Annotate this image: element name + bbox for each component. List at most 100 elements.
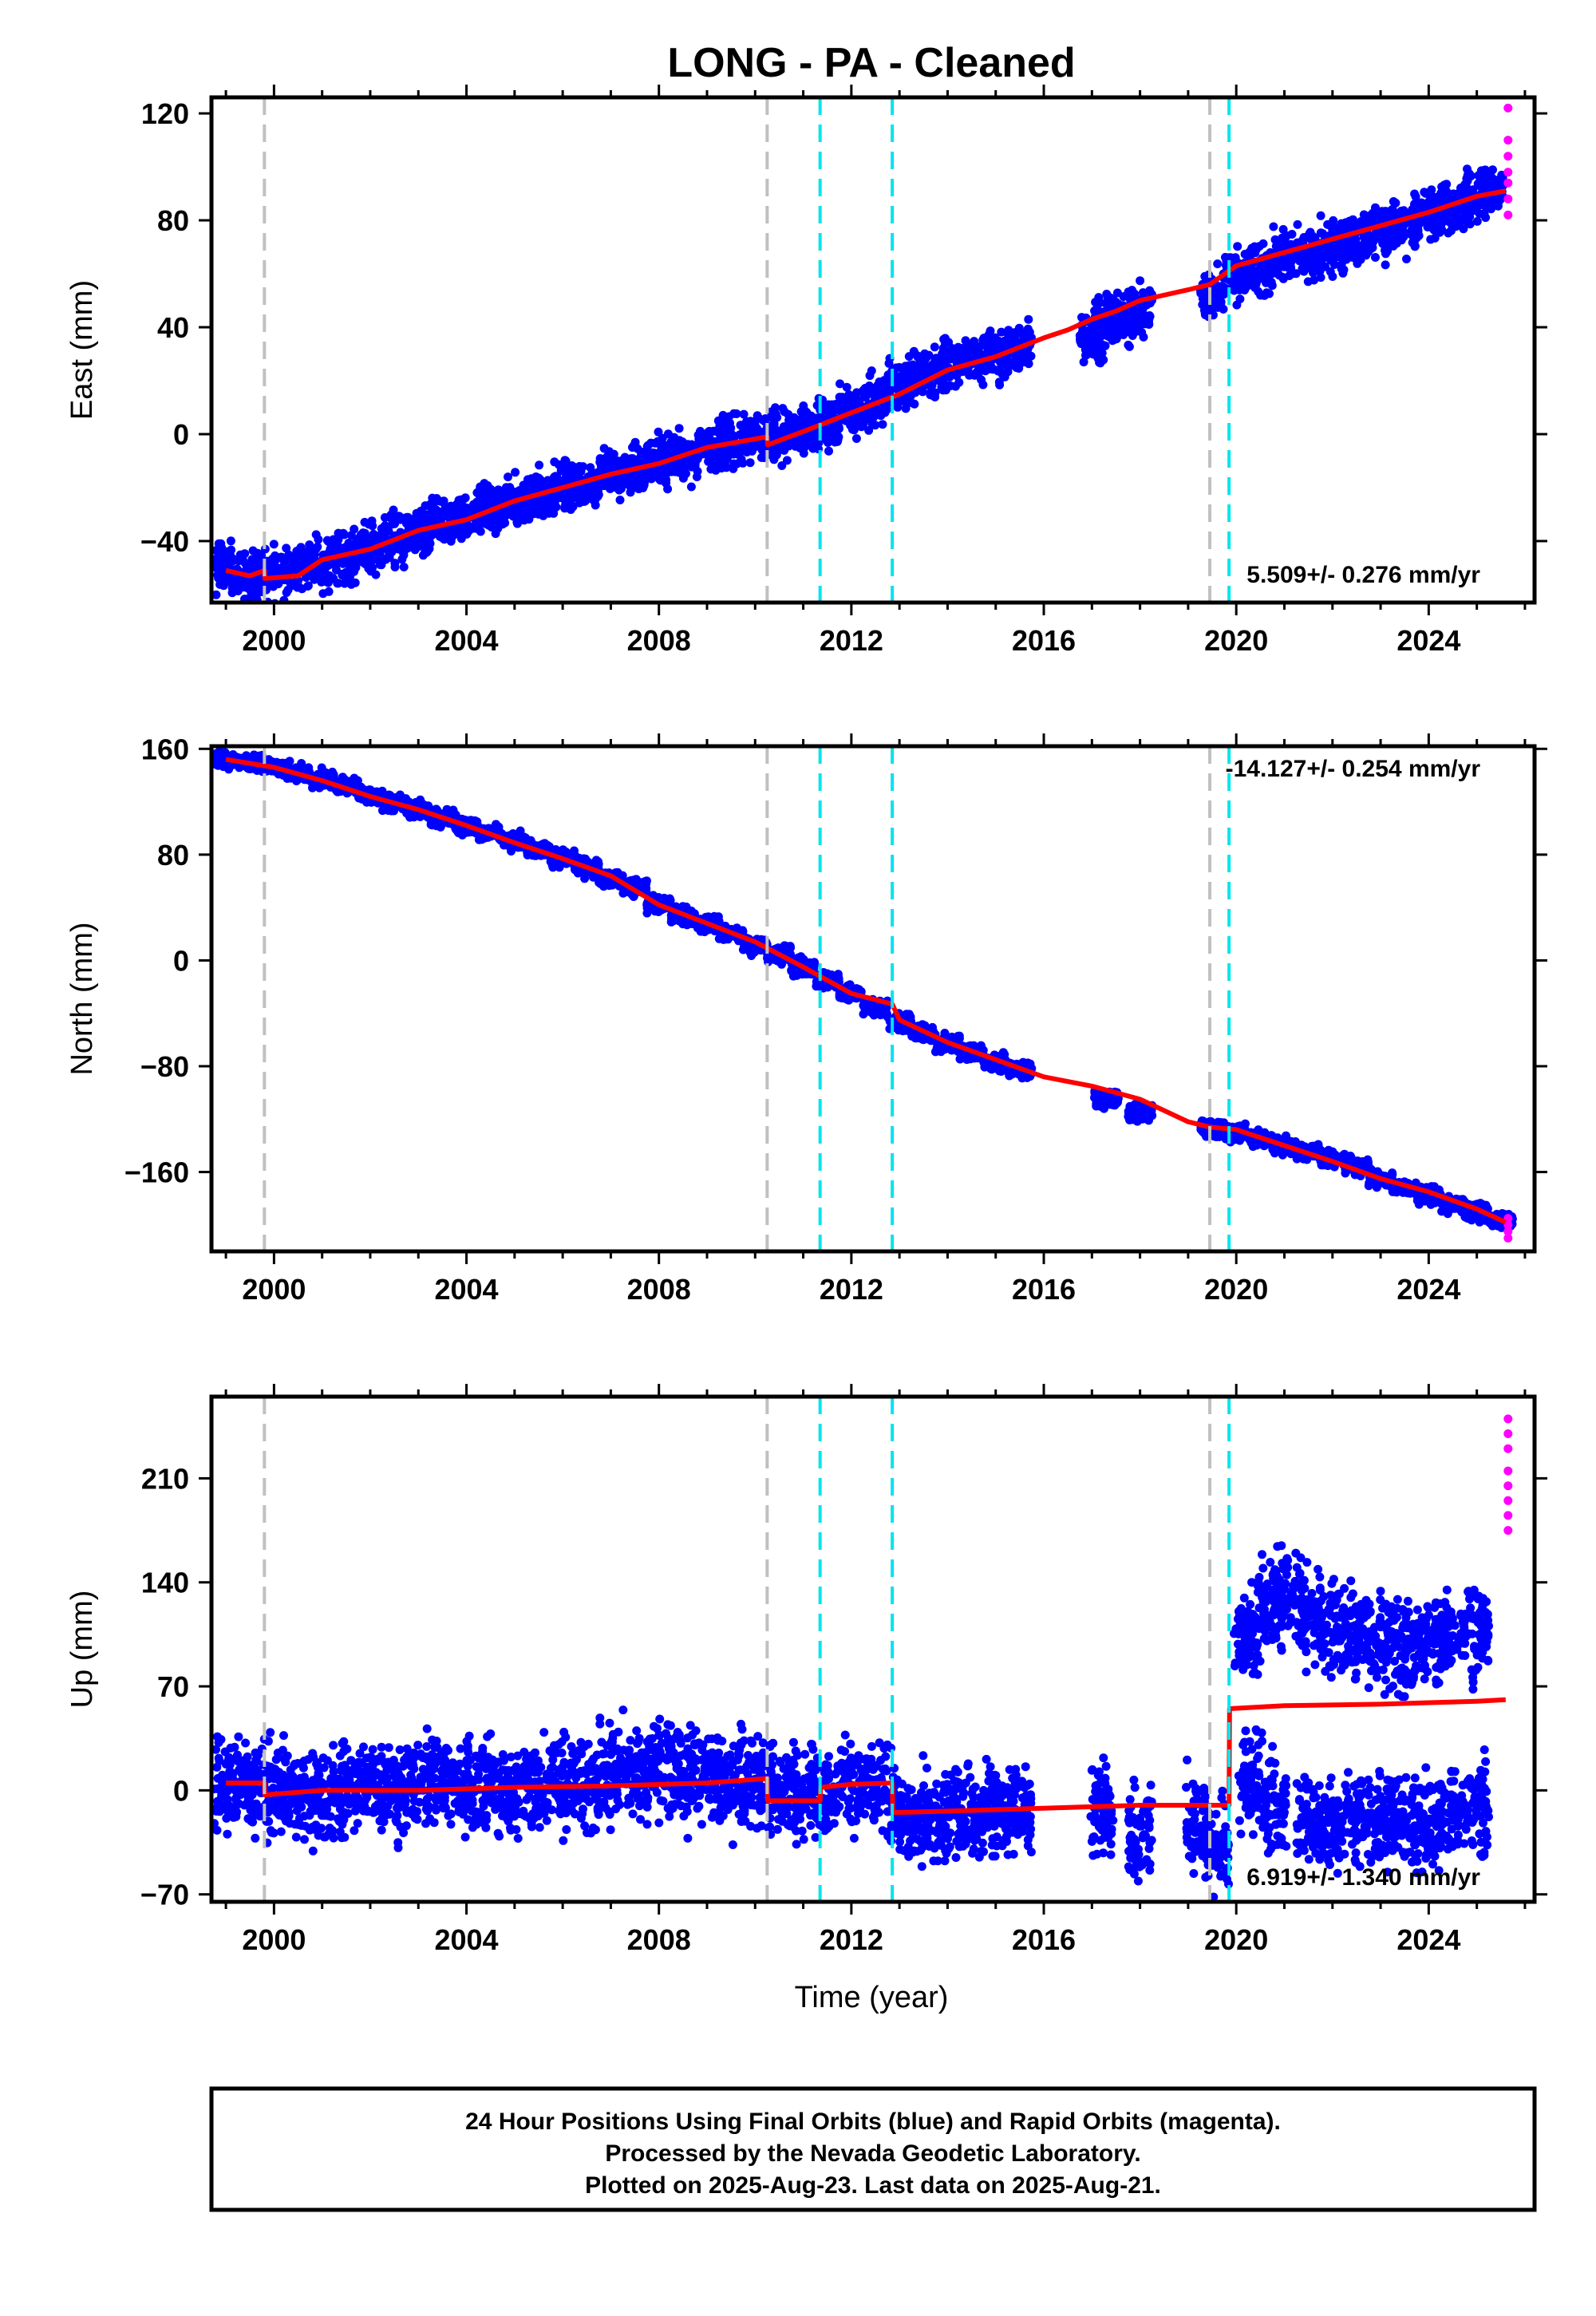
data-point [993,366,1002,375]
data-point [282,543,291,553]
data-point [546,476,555,486]
data-point [441,533,451,543]
data-point [804,417,814,426]
plot-area [211,746,1517,1243]
data-point [1004,326,1013,335]
data-point [909,346,918,356]
data-point [796,437,806,447]
data-point [954,377,964,387]
data-point [1479,200,1487,209]
data-point [491,529,500,539]
data-point [674,445,684,455]
data-point [897,378,907,388]
data-point [1255,272,1265,282]
data-point [1375,215,1384,225]
data-point [733,459,741,468]
data-point [847,401,857,410]
data-point [1319,251,1329,260]
data-point [411,797,421,807]
data-point [326,537,335,547]
x-tick-label: 2012 [820,624,883,657]
data-point [211,555,220,564]
data-point [389,505,398,515]
data-point [1235,285,1244,294]
data-point [717,464,726,473]
data-point [630,437,640,447]
data-point [968,350,978,359]
data-point [1465,212,1475,222]
data-point [1124,287,1133,297]
data-point [1308,231,1317,241]
rapid-point [1503,210,1513,219]
data-point [915,359,924,369]
data-point [844,394,854,403]
data-point [579,462,588,472]
data-point [1299,233,1309,242]
data-point [314,535,323,544]
data-point [1365,217,1373,227]
rapid-series [1503,103,1513,219]
data-point [340,558,350,567]
data-point [1348,215,1357,224]
velocity-label: 5.509+/- 0.276 mm/yr [1246,562,1480,588]
data-point [1140,319,1149,329]
data-point [1080,326,1089,335]
data-point [670,437,680,447]
y-tick-label: 80 [157,204,189,237]
rapid-point [1503,194,1513,204]
data-point [1485,195,1495,204]
data-point [527,480,536,490]
data-point [1256,290,1266,300]
data-point [405,812,415,822]
data-point [678,457,687,467]
data-point [440,501,450,511]
data-point [1250,267,1259,276]
data-point [543,840,552,850]
data-point [1416,201,1425,211]
data-point [1402,255,1411,263]
data-point [1410,189,1420,199]
data-point [842,382,851,392]
data-point [882,405,891,414]
data-point [1258,239,1268,248]
data-point [742,448,752,456]
data-point [946,352,956,362]
data-point [1197,287,1207,297]
y-tick-label: 120 [141,97,189,130]
data-point [358,557,367,567]
data-point [1371,253,1380,262]
data-point [1475,209,1484,219]
data-point [841,416,851,425]
data-point [212,757,222,767]
data-point [463,506,472,516]
data-point [539,482,549,492]
data-point [330,558,340,567]
data-point [623,478,633,487]
data-point [385,551,393,561]
data-point [1010,330,1020,340]
data-point [1010,350,1020,360]
data-point [286,563,295,573]
data-point [432,496,441,506]
data-point [646,438,656,448]
data-point [358,536,368,546]
data-point [907,370,917,379]
data-point [981,366,990,376]
data-point [1343,247,1353,257]
data-point [1213,259,1223,269]
data-point [930,393,940,401]
rapid-point [1503,178,1513,188]
data-point [1357,245,1366,255]
data-point [251,592,261,602]
data-point [978,380,988,389]
data-point [936,377,946,386]
data-point [704,456,713,466]
data-point [788,420,798,429]
data-point [1237,265,1246,275]
data-point [380,513,389,522]
data-point [1145,286,1155,295]
data-point [1429,214,1439,223]
data-point [772,413,782,422]
data-point [1250,242,1259,251]
data-point [350,524,359,534]
